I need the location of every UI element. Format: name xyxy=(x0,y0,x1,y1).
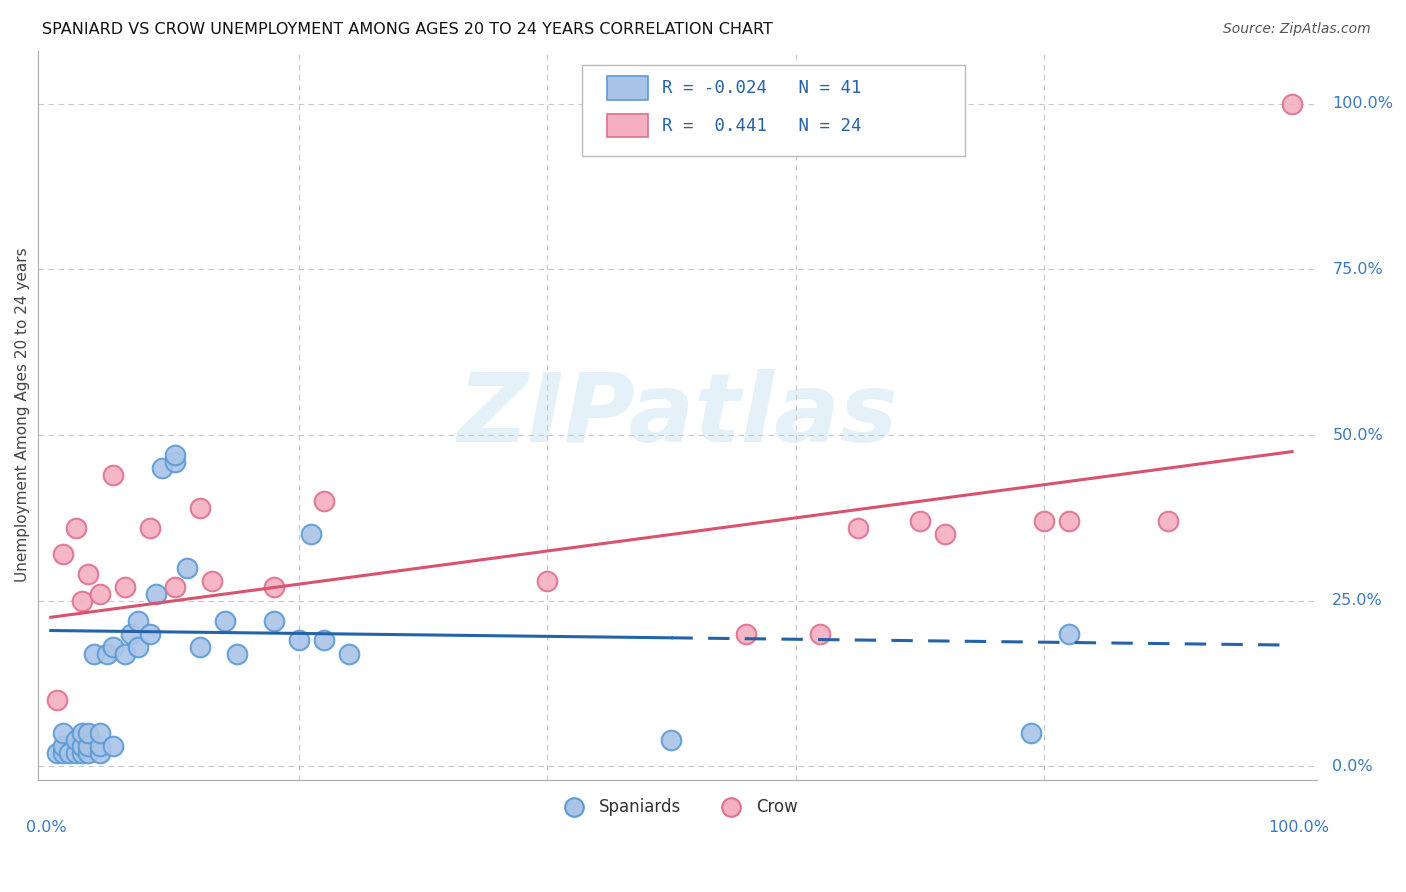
Point xyxy=(201,574,224,588)
Point xyxy=(70,739,93,754)
Point xyxy=(163,454,186,468)
Point xyxy=(70,726,93,740)
Point xyxy=(1157,514,1180,528)
FancyBboxPatch shape xyxy=(582,65,966,156)
Point xyxy=(83,647,105,661)
Point xyxy=(152,461,174,475)
Point xyxy=(65,521,87,535)
Point xyxy=(263,581,285,595)
Point xyxy=(163,448,186,462)
Point xyxy=(139,521,162,535)
Text: 50.0%: 50.0% xyxy=(1333,427,1384,442)
Point xyxy=(58,746,80,760)
Text: R = -0.024   N = 41: R = -0.024 N = 41 xyxy=(662,78,862,97)
Point xyxy=(188,500,211,515)
Point xyxy=(120,627,142,641)
Text: 100.0%: 100.0% xyxy=(1333,96,1393,112)
Point xyxy=(127,640,149,654)
Text: ZIPatlas: ZIPatlas xyxy=(457,368,898,462)
Legend: Spaniards, Crow: Spaniards, Crow xyxy=(551,791,804,822)
Point xyxy=(735,627,758,641)
Point xyxy=(70,746,93,760)
Point xyxy=(65,746,87,760)
Point xyxy=(934,527,956,541)
Point xyxy=(46,746,69,760)
Point xyxy=(1021,726,1043,740)
Point xyxy=(145,587,167,601)
Text: 0.0%: 0.0% xyxy=(25,820,66,835)
Text: 25.0%: 25.0% xyxy=(1333,593,1384,608)
Text: 100.0%: 100.0% xyxy=(1268,820,1330,835)
Point xyxy=(89,746,111,760)
Text: 0.0%: 0.0% xyxy=(1333,759,1372,774)
Point xyxy=(101,640,124,654)
Point xyxy=(114,647,136,661)
Point xyxy=(176,560,198,574)
Point xyxy=(89,739,111,754)
Point xyxy=(139,627,162,641)
Point xyxy=(1032,514,1054,528)
Point xyxy=(661,732,683,747)
Point xyxy=(77,567,100,582)
Point xyxy=(96,647,118,661)
Point xyxy=(46,693,69,707)
Text: SPANIARD VS CROW UNEMPLOYMENT AMONG AGES 20 TO 24 YEARS CORRELATION CHART: SPANIARD VS CROW UNEMPLOYMENT AMONG AGES… xyxy=(42,22,773,37)
Point xyxy=(908,514,931,528)
Point xyxy=(101,739,124,754)
Point xyxy=(89,726,111,740)
Point xyxy=(312,633,335,648)
Point xyxy=(70,593,93,607)
Point xyxy=(77,746,100,760)
Point xyxy=(1057,514,1080,528)
Point xyxy=(288,633,311,648)
Point xyxy=(808,627,831,641)
Text: R =  0.441   N = 24: R = 0.441 N = 24 xyxy=(662,117,862,135)
Point xyxy=(163,581,186,595)
Point xyxy=(312,494,335,508)
Point xyxy=(127,614,149,628)
Point xyxy=(263,614,285,628)
Point xyxy=(337,647,360,661)
Point xyxy=(89,587,111,601)
Point xyxy=(301,527,323,541)
Point xyxy=(114,581,136,595)
Point xyxy=(77,726,100,740)
Point xyxy=(65,732,87,747)
FancyBboxPatch shape xyxy=(607,76,648,100)
Point xyxy=(52,547,75,561)
Point xyxy=(536,574,558,588)
Point xyxy=(52,746,75,760)
Point xyxy=(214,614,236,628)
Text: Source: ZipAtlas.com: Source: ZipAtlas.com xyxy=(1223,22,1371,37)
Y-axis label: Unemployment Among Ages 20 to 24 years: Unemployment Among Ages 20 to 24 years xyxy=(15,248,30,582)
Point xyxy=(226,647,249,661)
Point xyxy=(1057,627,1080,641)
Point xyxy=(101,467,124,482)
Text: 75.0%: 75.0% xyxy=(1333,262,1384,277)
FancyBboxPatch shape xyxy=(607,114,648,137)
Point xyxy=(1281,96,1303,111)
Point xyxy=(188,640,211,654)
Point xyxy=(77,739,100,754)
Point xyxy=(52,726,75,740)
Point xyxy=(846,521,869,535)
Point xyxy=(52,739,75,754)
